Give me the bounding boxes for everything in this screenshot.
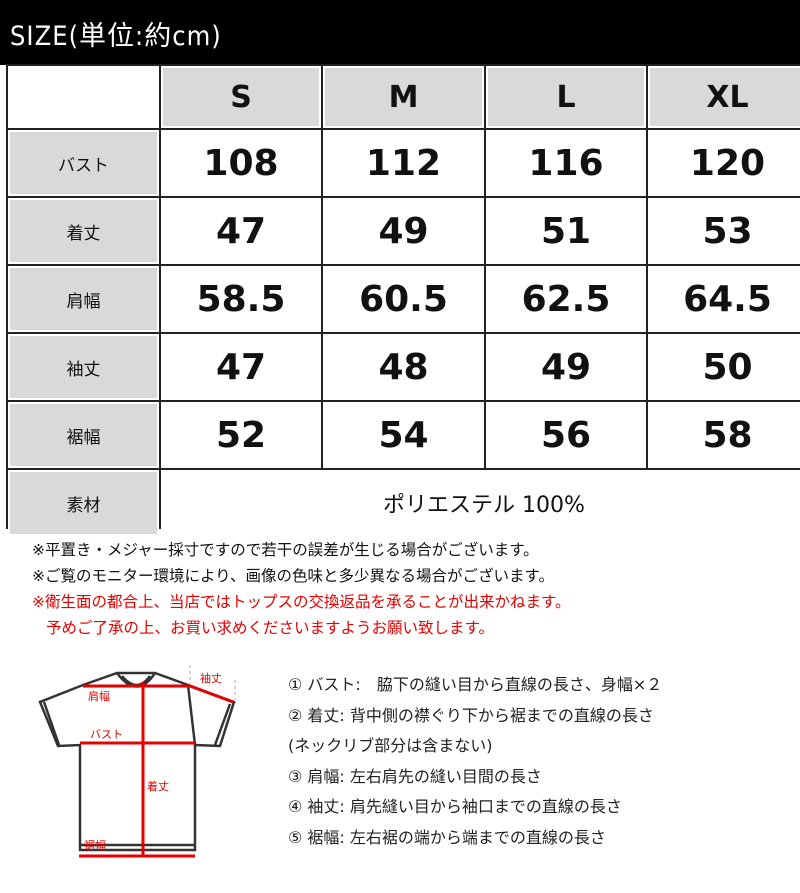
cell: 47 [161, 334, 321, 400]
label-bust: バスト [90, 728, 123, 741]
cell: 116 [486, 130, 646, 196]
cell: 48 [323, 334, 484, 400]
corner-cell [8, 66, 159, 128]
col-header-xl: XL [648, 66, 800, 128]
col-header-s: S [161, 66, 321, 128]
cell: 49 [323, 198, 484, 264]
cell: 49 [486, 334, 646, 400]
cell: 51 [486, 198, 646, 264]
title: SIZE(単位:約cm) [10, 21, 222, 52]
cell: 64.5 [648, 266, 800, 332]
measurement-descriptions: ① バスト: 脇下の縫い目から直線の長さ、身幅×２ ② 着丈: 背中側の襟ぐり下… [288, 670, 662, 854]
cell: 53 [648, 198, 800, 264]
size-table: S M L XL バスト 108 112 116 120 着丈 47 49 51… [6, 64, 800, 536]
cell: 54 [323, 402, 484, 468]
row-label: 袖丈 [8, 334, 159, 400]
label-length: 着丈 [147, 779, 169, 793]
cell: 56 [486, 402, 646, 468]
cell: 120 [648, 130, 800, 196]
cell: 60.5 [323, 266, 484, 332]
row-label: 素材 [8, 470, 159, 536]
measure-lines [79, 682, 234, 858]
label-hem: 裾幅 [84, 838, 106, 852]
desc-item: ④ 袖丈: 肩先縫い目から袖口までの直線の長さ [288, 797, 622, 817]
cell: 108 [161, 130, 321, 196]
note: ※平置き・メジャー採寸ですので若干の誤差が生じる場合がございます。 [32, 541, 539, 559]
notes: ※平置き・メジャー採寸ですので若干の誤差が生じる場合がございます。 ※ご覧のモニ… [32, 537, 570, 641]
label-sleeve: 袖丈 [200, 671, 222, 685]
tshirt-diagram: 肩幅 袖丈 バスト 着丈 裾幅 [38, 665, 236, 858]
desc-item: (ネックリブ部分は含まない) [288, 736, 493, 756]
cell: 58.5 [161, 266, 321, 332]
warning-note: 予めご了承の上、お買い求めくださいますようお願い致します。 [46, 619, 494, 637]
desc-item: ③ 肩幅: 左右肩先の縫い目間の長さ [288, 766, 542, 786]
row-label: 肩幅 [8, 266, 159, 332]
row-label: 着丈 [8, 198, 159, 264]
cell: 58 [648, 402, 800, 468]
warning-note: ※衛生面の都合上、当店ではトップスの交換返品を承ることが出来かねます。 [32, 593, 571, 611]
title-bar: SIZE(単位:約cm) [0, 0, 800, 65]
cell: 50 [648, 334, 800, 400]
label-shoulder: 肩幅 [88, 689, 110, 703]
desc-item: ② 着丈: 背中側の襟ぐり下から裾までの直線の長さ [288, 705, 654, 725]
desc-item: ⑤ 裾幅: 左右裾の端から端までの直線の長さ [288, 827, 606, 847]
row-label: バスト [8, 130, 159, 196]
col-header-l: L [486, 66, 646, 128]
cell: 47 [161, 198, 321, 264]
material-value: ポリエステル 100% [161, 470, 800, 536]
row-label: 裾幅 [8, 402, 159, 468]
col-header-m: M [323, 66, 484, 128]
desc-item: ① バスト: 脇下の縫い目から直線の長さ、身幅×２ [288, 675, 663, 694]
note: ※ご覧のモニター環境により、画像の色味と多少異なる場合がございます。 [32, 567, 555, 585]
cell: 52 [161, 402, 321, 468]
cell: 62.5 [486, 266, 646, 332]
cell: 112 [323, 130, 484, 196]
tshirt-outline [38, 671, 236, 852]
